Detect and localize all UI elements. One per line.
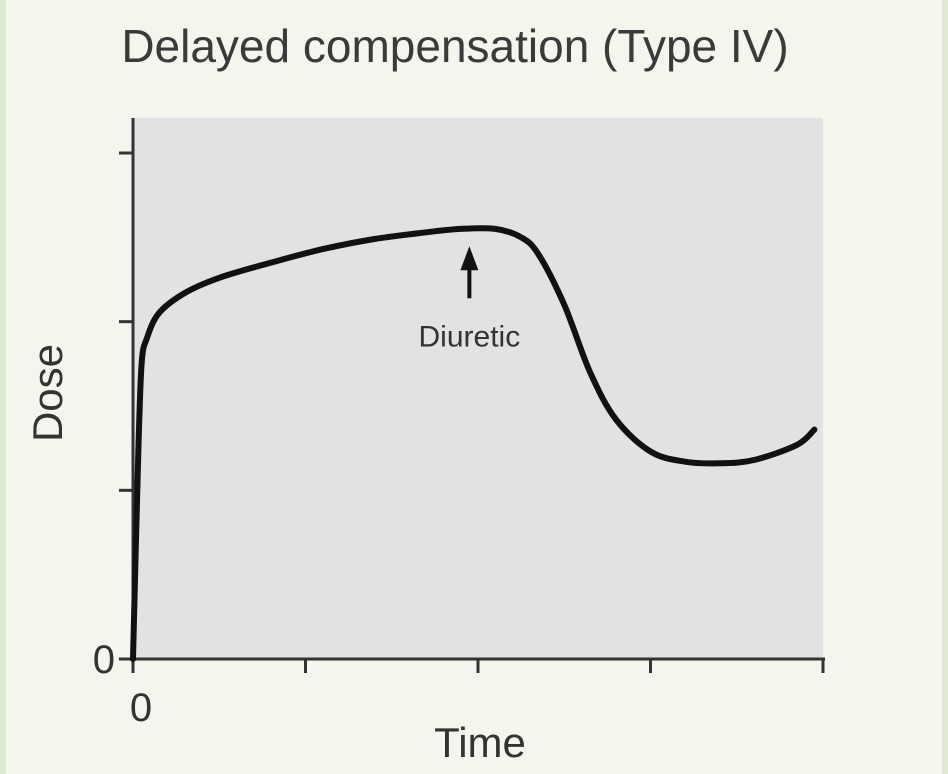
x-tick-label-0: 0 bbox=[130, 686, 152, 730]
tick-labels: 00 bbox=[93, 638, 152, 730]
x-axis-label: Time bbox=[434, 719, 526, 766]
y-tick-label-0: 0 bbox=[93, 638, 115, 682]
y-axis-label: Dose bbox=[24, 344, 71, 442]
chart-title: Delayed compensation (Type IV) bbox=[121, 20, 788, 72]
plot-background bbox=[133, 118, 823, 659]
annotation-arrow-head-0 bbox=[460, 246, 479, 271]
annotation-label-0: Diuretic bbox=[419, 320, 521, 353]
annotations: Diuretic bbox=[419, 246, 521, 353]
series-line-dose bbox=[130, 225, 818, 662]
